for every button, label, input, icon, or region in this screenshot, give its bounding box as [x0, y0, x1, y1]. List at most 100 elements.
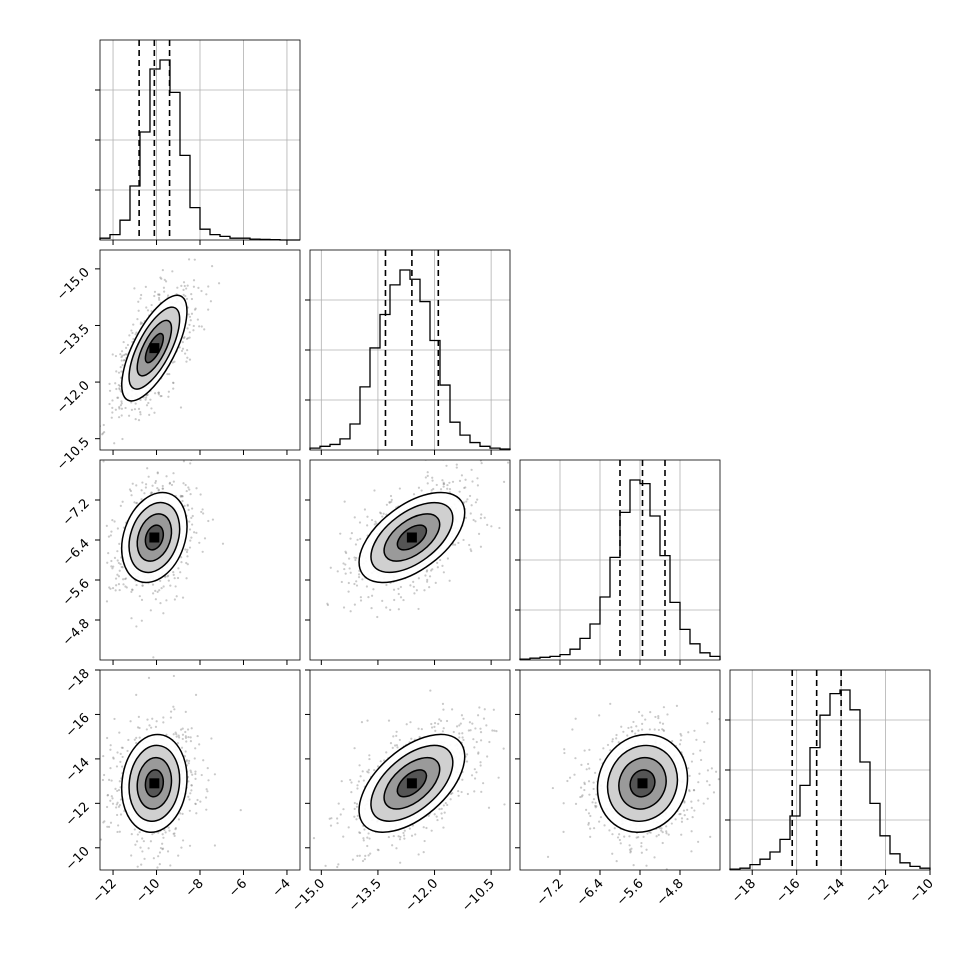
scatter-point	[354, 558, 357, 562]
scatter-point	[108, 382, 111, 385]
scatter-point	[336, 817, 339, 820]
scatter-point	[119, 504, 122, 507]
x-tick-label: −7.2	[534, 876, 567, 909]
scatter-point	[113, 442, 116, 445]
scatter-point	[462, 538, 465, 542]
scatter-point	[426, 578, 429, 581]
scatter-point	[164, 831, 167, 834]
scatter-point	[207, 519, 210, 523]
scatter-point	[161, 842, 164, 845]
scatter-point	[111, 802, 115, 805]
scatter-point	[117, 416, 121, 419]
scatter-point	[623, 835, 626, 838]
scatter-point	[435, 815, 438, 818]
scatter-point	[158, 298, 161, 301]
scatter-point	[188, 844, 192, 847]
scatter-point	[110, 559, 113, 563]
scatter-point	[460, 474, 464, 477]
scatter-point	[628, 844, 631, 847]
scatter-point	[124, 585, 127, 588]
scatter-point	[434, 581, 437, 584]
density-peak	[149, 778, 160, 789]
scatter-point	[635, 725, 638, 728]
scatter-point	[326, 602, 329, 605]
scatter-point	[662, 706, 666, 709]
scatter-point	[135, 741, 138, 745]
scatter-point	[594, 771, 597, 774]
scatter-point	[344, 572, 347, 575]
scatter-point	[428, 575, 432, 578]
scatter-point	[385, 503, 388, 506]
scatter-point	[189, 462, 192, 465]
scatter-point	[367, 768, 370, 771]
scatter-point	[192, 279, 196, 282]
scatter-point	[409, 584, 412, 587]
scatter-point	[174, 585, 177, 588]
scatter-point	[201, 508, 204, 511]
scatter-point	[164, 576, 167, 579]
scatter-point	[587, 823, 590, 826]
scatter-point	[150, 303, 153, 307]
scatter-point	[353, 582, 356, 586]
scatter-point	[121, 746, 124, 749]
scatter-point	[162, 836, 165, 839]
scatter-point	[473, 768, 476, 771]
scatter-point	[119, 404, 122, 407]
scatter-point	[96, 552, 98, 554]
scatter-point	[442, 483, 445, 486]
panel-frame	[309, 669, 511, 871]
scatter-point	[159, 846, 163, 850]
scatter-point	[187, 313, 190, 316]
scatter-point	[111, 406, 114, 409]
scatter-point	[402, 598, 405, 602]
panel-2-1	[309, 459, 511, 661]
scatter-point	[389, 494, 393, 498]
scatter-point	[592, 827, 596, 830]
scatter-point	[337, 802, 340, 805]
scatter-point	[705, 780, 709, 783]
scatter-point	[158, 851, 162, 854]
scatter-point	[181, 596, 185, 599]
scatter-point	[149, 840, 153, 843]
scatter-point	[195, 812, 198, 815]
scatter-point	[126, 343, 130, 347]
scatter-point	[359, 871, 361, 873]
scatter-point	[439, 558, 442, 562]
scatter-point	[353, 807, 356, 811]
scatter-point	[425, 570, 428, 573]
scatter-point	[141, 837, 144, 840]
scatter-point	[210, 737, 213, 740]
scatter-point	[727, 731, 729, 733]
scatter-point	[124, 577, 128, 580]
scatter-point	[157, 393, 160, 396]
scatter-point	[139, 321, 143, 324]
scatter-point	[180, 556, 183, 559]
scatter-point	[645, 848, 648, 851]
scatter-point	[117, 383, 120, 387]
scatter-point	[458, 479, 462, 482]
scatter-point	[629, 850, 632, 853]
scatter-point	[206, 790, 209, 793]
scatter-point	[657, 715, 660, 718]
scatter-point	[422, 851, 425, 854]
scatter-point	[106, 736, 109, 740]
scatter-point	[355, 556, 358, 560]
scatter-point	[473, 746, 476, 749]
scatter-point	[185, 337, 189, 340]
scatter-point	[426, 580, 429, 583]
scatter-point	[637, 836, 640, 839]
scatter-point	[93, 607, 95, 609]
scatter-point	[186, 504, 189, 507]
scatter-point	[100, 838, 103, 841]
scatter-point	[466, 792, 469, 796]
scatter-point	[188, 315, 192, 318]
scatter-point	[176, 286, 179, 289]
scatter-point	[153, 290, 157, 293]
scatter-point	[115, 803, 118, 806]
scatter-point	[426, 471, 429, 474]
scatter-point	[657, 728, 660, 732]
scatter-point	[169, 584, 172, 587]
scatter-point	[102, 754, 105, 758]
scatter-point	[680, 734, 683, 737]
scatter-point	[357, 575, 361, 579]
